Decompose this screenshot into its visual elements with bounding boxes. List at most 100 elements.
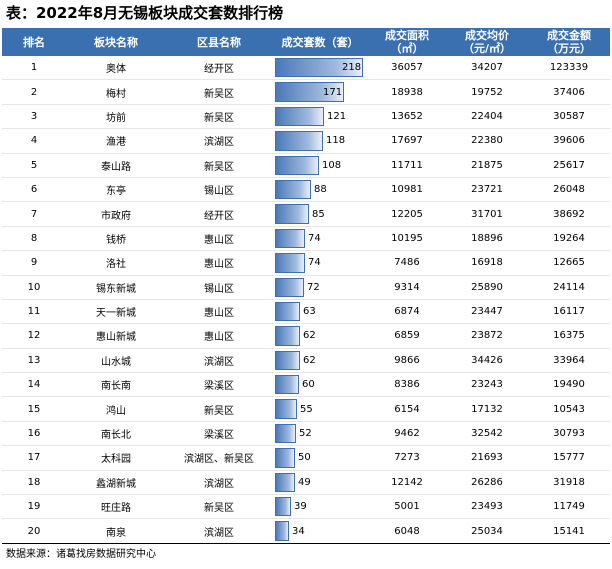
column-header: 板块名称	[66, 28, 166, 56]
price-cell: 34426	[446, 348, 528, 374]
district-cell: 新吴区	[166, 104, 272, 130]
block-name-cell: 鸿山	[66, 396, 166, 422]
header-row: 排名 板块名称 区县名称 成交套数（套） 成交面积 （㎡） 成交均价 （元/㎡） 成交金额 （万元…	[2, 28, 610, 56]
block-name-cell: 天一新城	[66, 299, 166, 325]
rank-cell: 5	[2, 153, 66, 178]
table-header: 排名 板块名称 区县名称 成交套数（套） 成交面积 （㎡） 成交均价 （元/㎡） 成交金额 （万元…	[2, 28, 610, 56]
rank-cell: 4	[2, 128, 66, 154]
price-cell: 22404	[446, 104, 528, 130]
table-row: 6 东亭 锡山区 88 10981 23721 26048	[2, 177, 610, 203]
rank-cell: 18	[2, 470, 66, 496]
area-cell: 12142	[368, 470, 446, 496]
block-name-cell: 奥体	[66, 56, 166, 81]
table-row: 4 渔港 滨湖区 118 17697 22380 39606	[2, 128, 610, 154]
units-bar-cell: 118	[272, 128, 368, 154]
ranking-table: 排名 板块名称 区县名称 成交套数（套） 成交面积 （㎡） 成交均价 （元/㎡） 成交金额 （万元…	[2, 28, 610, 544]
price-cell: 25034	[446, 518, 528, 544]
amount-cell: 24114	[528, 275, 610, 300]
price-cell: 23447	[446, 299, 528, 325]
block-name-cell: 渔港	[66, 128, 166, 154]
units-bar	[275, 179, 311, 200]
units-value: 55	[300, 403, 313, 415]
units-bar-cell: 55	[272, 396, 368, 422]
area-cell: 11711	[368, 153, 446, 178]
column-header: 成交金额 （万元）	[528, 28, 610, 56]
area-cell: 9866	[368, 348, 446, 374]
block-name-cell: 山水城	[66, 348, 166, 374]
units-value: 74	[308, 257, 321, 269]
price-cell: 23872	[446, 323, 528, 349]
column-header-text: 区县名称	[197, 35, 241, 49]
table-row: 20 南泉 滨湖区 34 6048 25034 15141	[2, 518, 610, 544]
block-name-cell: 南泉	[66, 518, 166, 544]
units-value: 50	[298, 452, 311, 464]
block-name-cell: 太科园	[66, 445, 166, 471]
units-value: 62	[303, 330, 316, 342]
block-name-cell: 南长北	[66, 421, 166, 447]
units-bar-cell: 121	[272, 104, 368, 130]
block-name-cell: 市政府	[66, 201, 166, 227]
price-cell: 18896	[446, 226, 528, 252]
column-header-text: 排名	[23, 35, 45, 49]
column-header: 成交套数（套）	[272, 28, 368, 56]
block-name-cell: 东亭	[66, 177, 166, 203]
area-cell: 17697	[368, 128, 446, 154]
units-bar-cell: 171	[272, 79, 368, 105]
column-header-text: （㎡）	[390, 42, 424, 55]
units-bar-cell: 218	[272, 56, 368, 81]
table-row: 13 山水城 滨湖区 62 9866 34426 33964	[2, 348, 610, 374]
amount-cell: 16375	[528, 323, 610, 349]
district-cell: 滨湖区、新吴区	[166, 445, 272, 471]
rank-cell: 14	[2, 372, 66, 398]
block-name-cell: 钱桥	[66, 226, 166, 252]
units-bar	[275, 204, 309, 224]
units-bar	[275, 399, 297, 419]
units-bar-cell: 74	[272, 250, 368, 276]
amount-cell: 11749	[528, 494, 610, 520]
district-cell: 滨湖区	[166, 518, 272, 544]
units-value: 74	[308, 232, 321, 244]
rank-cell: 6	[2, 177, 66, 203]
units-bar-cell: 72	[272, 275, 368, 300]
block-name-cell: 蠡湖新城	[66, 470, 166, 496]
rank-cell: 1	[2, 56, 66, 81]
units-bar-cell: 62	[272, 323, 368, 349]
amount-cell: 26048	[528, 177, 610, 203]
table-row: 1 奥体 经开区 218 36057 34207 123339	[2, 56, 610, 81]
units-value: 72	[307, 281, 320, 293]
amount-cell: 10543	[528, 396, 610, 422]
district-cell: 锡山区	[166, 177, 272, 203]
column-header-text: 成交面积	[385, 29, 429, 42]
units-value: 39	[294, 501, 307, 513]
area-cell: 6048	[368, 518, 446, 544]
block-name-cell: 南长南	[66, 372, 166, 398]
table-row: 7 市政府 经开区 85 12205 31701 38692	[2, 201, 610, 227]
table-body: 1 奥体 经开区 218 36057 34207 123339 2 梅村 新吴区 171 18938 1…	[2, 56, 610, 544]
district-cell: 经开区	[166, 201, 272, 227]
rank-cell: 7	[2, 201, 66, 227]
rank-cell: 17	[2, 445, 66, 471]
rank-cell: 15	[2, 396, 66, 422]
table-row: 14 南长南 梁溪区 60 8386 23243 19490	[2, 372, 610, 398]
units-bar-cell: 60	[272, 372, 368, 398]
rank-cell: 8	[2, 226, 66, 252]
column-header-text: 成交套数（套）	[281, 35, 359, 49]
price-cell: 23243	[446, 372, 528, 398]
units-bar	[275, 106, 324, 127]
amount-cell: 19264	[528, 226, 610, 252]
units-bar-cell: 88	[272, 177, 368, 203]
column-header-text: 板块名称	[94, 35, 138, 49]
data-source-note: 数据来源：诸葛找房数据研究中心	[6, 549, 156, 560]
amount-cell: 37406	[528, 79, 610, 105]
table-row: 12 惠山新城 惠山区 62 6859 23872 16375	[2, 323, 610, 349]
table-row: 18 蠡湖新城 滨湖区 49 12142 26286 31918	[2, 470, 610, 496]
district-cell: 新吴区	[166, 494, 272, 520]
block-name-cell: 泰山路	[66, 153, 166, 178]
units-bar	[275, 301, 300, 322]
area-cell: 6874	[368, 299, 446, 325]
table-row: 11 天一新城 惠山区 63 6874 23447 16117	[2, 299, 610, 325]
area-cell: 8386	[368, 372, 446, 398]
area-cell: 6859	[368, 323, 446, 349]
district-cell: 经开区	[166, 56, 272, 81]
area-cell: 5001	[368, 494, 446, 520]
